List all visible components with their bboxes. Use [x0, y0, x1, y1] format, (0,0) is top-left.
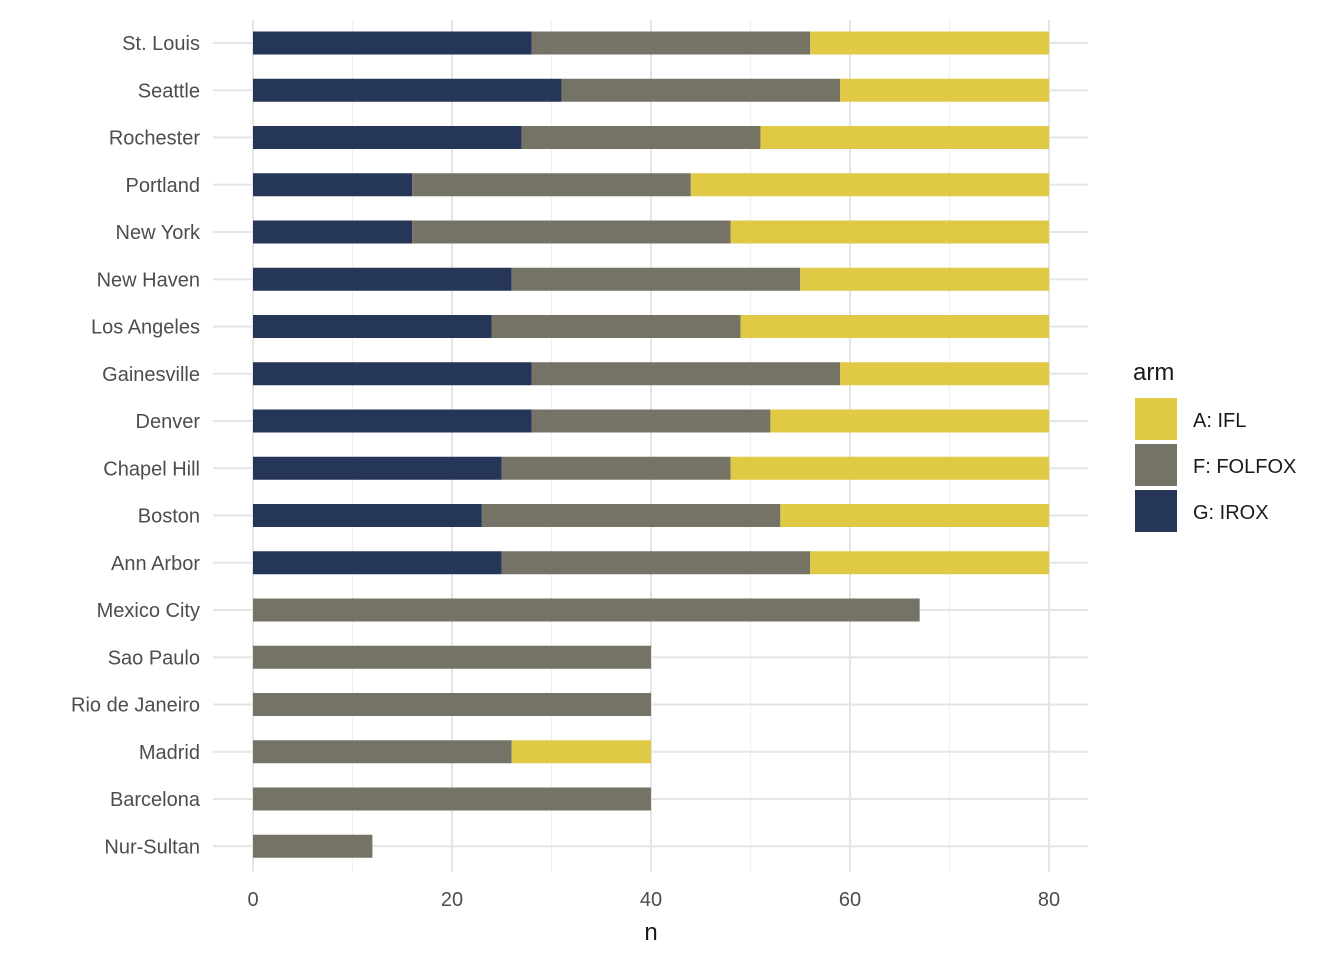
legend: arm A: IFL F: FOLFOX G: IROX	[1133, 359, 1296, 532]
category-label: Chapel Hill	[103, 458, 200, 480]
bar-segment	[253, 645, 651, 669]
bar-segment	[501, 456, 731, 480]
category-label: St. Louis	[122, 33, 200, 55]
bar-segment	[253, 173, 413, 197]
bar-segment	[531, 409, 771, 433]
category-label: Denver	[136, 411, 201, 433]
category-label: Madrid	[139, 742, 200, 764]
bar-segment	[253, 598, 920, 622]
legend-swatch	[1135, 490, 1177, 532]
bar-segment	[521, 126, 761, 149]
category-label: Nur-Sultan	[104, 836, 200, 858]
bar-segment	[840, 362, 1049, 386]
bar-segment	[481, 504, 781, 527]
bar-segment	[253, 693, 651, 716]
bar-segment	[511, 740, 651, 764]
legend-swatch	[1135, 444, 1177, 486]
bar-segment	[561, 78, 841, 102]
category-label: New Haven	[97, 269, 200, 291]
category-label: Portland	[126, 175, 201, 197]
x-tick-label: 0	[247, 889, 258, 911]
bar-segment	[531, 31, 811, 55]
bar-segment	[253, 78, 562, 102]
x-tick-label: 80	[1038, 889, 1060, 911]
bar-segment	[770, 409, 1049, 433]
bar-segment	[740, 315, 1049, 338]
bar-segment	[800, 267, 1049, 291]
bar-segment	[253, 362, 532, 386]
bar-segment	[253, 551, 502, 575]
bar-segment	[730, 456, 1049, 480]
bar-segment	[412, 173, 691, 197]
x-tick-label: 20	[441, 889, 463, 911]
bar-segment	[840, 78, 1049, 102]
category-label: Barcelona	[110, 789, 201, 811]
category-labels: St. Louis Seattle Rochester Portland New Yor…	[71, 33, 201, 858]
bar-segment	[780, 504, 1049, 527]
legend-title: arm	[1133, 359, 1174, 386]
legend-label: F: FOLFOX	[1193, 456, 1296, 478]
category-label: Mexico City	[97, 600, 200, 622]
x-axis-title: n	[644, 919, 657, 946]
category-label: Boston	[138, 506, 200, 528]
bar-segment	[253, 834, 373, 858]
category-label: Seattle	[138, 80, 200, 102]
legend-label: G: IROX	[1193, 502, 1269, 524]
category-label: New York	[116, 222, 201, 244]
bar-segment	[253, 31, 532, 55]
minor-gridlines	[351, 20, 951, 872]
bar-segment	[253, 220, 413, 244]
bar-segment	[253, 456, 502, 480]
x-tick-label: 60	[839, 889, 861, 911]
bar-segment	[253, 126, 522, 149]
x-tick-label: 40	[640, 889, 662, 911]
category-label: Sao Paulo	[108, 647, 200, 669]
bars	[253, 31, 1049, 858]
bar-segment	[511, 267, 801, 291]
legend-label: A: IFL	[1193, 410, 1246, 432]
bar-segment	[810, 551, 1049, 575]
category-label: Ann Arbor	[111, 553, 200, 575]
legend-items: A: IFL F: FOLFOX G: IROX	[1135, 398, 1296, 532]
bar-segment	[253, 267, 512, 291]
bar-segment	[760, 126, 1049, 149]
x-tick-labels: 0 20 40 60 80	[247, 889, 1060, 911]
bar-segment	[730, 220, 1049, 244]
bar-segment	[690, 173, 1049, 197]
bar-segment	[531, 362, 841, 386]
bar-segment	[412, 220, 731, 244]
bar-segment	[253, 740, 512, 764]
bar-segment	[253, 787, 651, 811]
category-label: Rio de Janeiro	[71, 695, 200, 717]
category-label: Rochester	[109, 128, 200, 150]
bar-segment	[501, 551, 811, 575]
bar-segment	[253, 504, 482, 527]
bar-segment	[810, 31, 1049, 55]
category-label: Gainesville	[102, 364, 200, 386]
bar-segment	[253, 409, 532, 433]
bar-segment	[491, 315, 741, 338]
bar-segment	[253, 315, 492, 338]
category-label: Los Angeles	[91, 317, 200, 339]
legend-swatch	[1135, 398, 1177, 440]
